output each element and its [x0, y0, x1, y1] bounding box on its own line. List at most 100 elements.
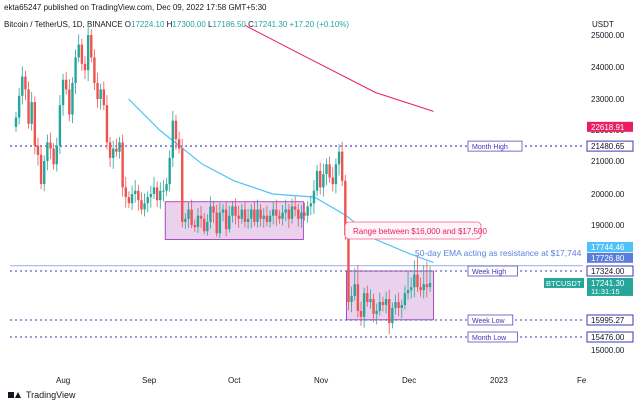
level-price-label: 15995.27: [591, 316, 625, 325]
candle-body: [221, 209, 225, 213]
candle-body: [400, 305, 403, 308]
annotation-range-text: Range between $16,000 and $17,500: [353, 227, 487, 236]
candle-body: [234, 206, 237, 216]
candle-body: [190, 209, 193, 225]
candle-body: [228, 215, 231, 230]
candle-body: [237, 215, 240, 219]
annotation-box: [344, 221, 482, 240]
candle-body: [268, 215, 272, 222]
y-tick-label: 25000.00: [591, 31, 625, 40]
candle-body: [243, 209, 247, 222]
candle-body: [256, 209, 259, 222]
candle-body: [409, 287, 413, 291]
ema-200-price-label: 22618.91: [591, 123, 625, 132]
candle-body: [90, 35, 93, 58]
candle-body: [206, 221, 209, 232]
x-tick-label: Nov: [314, 376, 328, 385]
candle-body: [152, 187, 156, 194]
candle-body: [171, 120, 175, 158]
candle-body: [356, 284, 360, 311]
candle-body: [240, 209, 244, 219]
candle-body: [372, 299, 375, 314]
resistance-price-label-bg: [587, 252, 633, 263]
candle-body: [340, 151, 344, 181]
candle-body: [231, 206, 234, 216]
candle-body: [61, 79, 65, 106]
candle-body: [64, 79, 68, 90]
candle-body: [74, 57, 77, 83]
candle-body: [58, 105, 62, 146]
x-tick-label: Sep: [142, 376, 157, 385]
candle-body: [177, 139, 181, 149]
candle-body: [215, 212, 218, 234]
candle-body: [303, 212, 306, 216]
candle-body: [350, 296, 353, 303]
candle-body: [30, 102, 33, 124]
level-price-label: 21480.65: [591, 142, 625, 151]
candle-body: [149, 194, 153, 198]
y-tick-label: 15000.00: [591, 346, 625, 355]
last-price-symbol: BTCUSDT: [546, 279, 582, 288]
candle-body: [331, 177, 334, 185]
candle-body: [391, 307, 394, 324]
high-label: H: [166, 20, 173, 29]
candle-body: [86, 35, 90, 71]
candle-body: [202, 218, 206, 232]
candle-body: [394, 302, 397, 308]
candle-body: [290, 206, 294, 219]
level-tag-label: Month High: [472, 144, 508, 151]
last-price-bg: [587, 277, 633, 296]
candle-body: [353, 284, 356, 297]
y-tick-label: 24000.00: [591, 63, 625, 72]
candle-body: [375, 310, 378, 314]
low-label: L: [208, 20, 213, 29]
candle-body: [334, 164, 338, 185]
open-label: O: [124, 20, 132, 29]
candle-body: [27, 89, 30, 124]
candle-body: [362, 293, 366, 317]
candle-body: [406, 290, 410, 294]
candle-body: [419, 287, 422, 291]
candle-body: [309, 203, 313, 207]
candle-body: [381, 302, 385, 306]
candle-body: [275, 209, 278, 216]
symbol-legend: Bitcoin / TetherUS, 1D, BINANCE O17224.1…: [4, 20, 349, 29]
candle-body: [71, 83, 74, 115]
candle-body: [428, 283, 432, 288]
candle-body: [33, 102, 37, 146]
candle-body: [159, 190, 162, 201]
candle-body: [293, 206, 297, 210]
candle-body: [397, 302, 400, 308]
candle-body: [187, 209, 190, 219]
candle-body: [36, 145, 40, 155]
x-tick-label: Fe: [577, 376, 587, 385]
candle-body: [425, 284, 429, 288]
last-price-label: 17241.30: [591, 279, 625, 288]
candle-body: [224, 209, 228, 230]
candle-body: [278, 215, 281, 219]
candle-body: [105, 105, 109, 143]
close-label: C: [248, 20, 254, 29]
candle-body: [77, 44, 80, 58]
candle-body: [347, 235, 350, 303]
x-tick-label: Aug: [56, 376, 70, 385]
high-value: 17300.00: [172, 20, 206, 29]
candle-body: [403, 293, 407, 306]
candle-body: [99, 89, 102, 99]
candle-body: [143, 203, 146, 210]
candle-body: [250, 209, 253, 219]
candle-body: [49, 142, 52, 149]
candle-body: [209, 206, 212, 222]
candle-body: [319, 170, 322, 188]
candle-body: [325, 164, 328, 175]
candle-body: [312, 190, 316, 204]
candle-body: [165, 184, 168, 191]
candle-body: [96, 83, 99, 99]
level-price-label: 15476.00: [591, 333, 625, 342]
candle-body: [43, 161, 46, 185]
countdown-label: 11:31:15: [591, 287, 620, 296]
candle-body: [102, 89, 106, 106]
candle-body: [315, 170, 319, 191]
level-price-label-bg: [586, 140, 634, 152]
